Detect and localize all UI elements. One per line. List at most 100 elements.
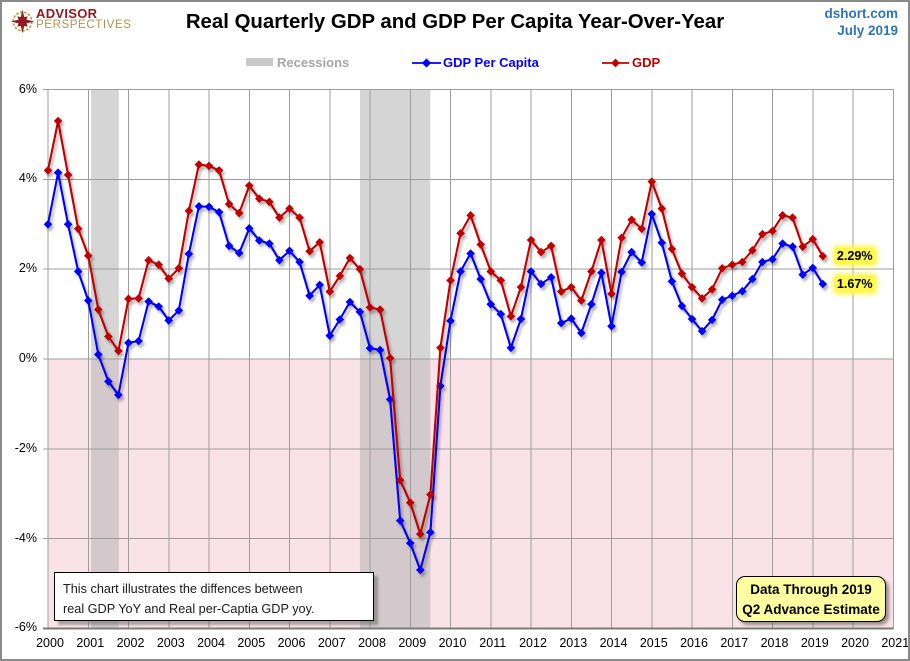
data-point-marker [617,267,626,277]
data-point-marker [717,264,727,273]
x-tick-label: 2006 [277,636,306,650]
data-point-marker [114,346,123,356]
x-tick-label: 2002 [116,636,145,650]
data-point-marker [466,249,475,258]
data-point-marker [697,294,707,303]
data-point-marker [134,336,143,346]
data-point-marker [365,303,375,312]
data-point-marker [748,246,757,255]
data-point-marker [627,215,636,225]
data-point-marker [194,202,204,211]
data-point-marker [335,271,345,281]
data-point-marker [53,116,63,126]
y-tick-label: -2% [14,440,37,455]
data-point-marker [728,291,737,300]
data-point-marker [486,267,496,276]
source-attribution: dshort.com July 2019 [824,5,898,39]
data-point-marker [335,315,345,324]
data-point-marker [607,289,616,299]
data-point-marker [265,197,274,207]
data-point-marker [255,194,264,203]
data-point-marker [265,239,274,248]
data-point-marker [778,239,787,248]
data-point-marker [637,258,646,267]
data-point-marker [717,295,727,304]
data-point-marker [647,177,656,186]
data-point-marker [73,267,83,276]
data-point-marker [305,291,314,300]
data-point-marker [214,207,224,217]
data-point-marker [526,267,536,276]
data-point-marker [255,236,264,245]
y-tick-label: 6% [18,81,37,96]
data-point-marker [587,267,596,276]
x-tick-label: 2005 [237,636,266,650]
data-point-marker [295,257,304,267]
data-point-marker [144,297,153,306]
data-point-marker [355,307,365,317]
plot-series [43,116,828,575]
x-tick-label: 2012 [519,636,547,650]
data-point-marker [687,314,697,324]
x-tick-label: 2018 [760,636,789,650]
data-point-marker [476,274,485,284]
x-tick-label: 2007 [317,636,346,650]
data-point-marker [365,343,375,353]
x-tick-label: 2015 [639,636,668,650]
x-tick-label: 2011 [479,636,507,650]
chart-title: Real Quarterly GDP and GDP Per Capita Ye… [185,11,725,33]
data-point-marker [395,475,405,485]
data-point-marker [788,213,797,222]
data-point-marker [667,277,677,286]
data-point-marker [94,350,103,359]
data-point-marker [275,255,284,265]
data-point-marker [466,211,475,220]
data-point-marker [134,294,143,303]
x-tick-label: 2010 [438,636,467,650]
note-line-2: real GDP YoY and Real per-Captia GDP yoy… [63,602,315,616]
data-point-marker [546,273,556,282]
data-point-marker [53,168,63,177]
data-point-marker [375,345,385,355]
data-point-marker [325,331,335,340]
data-point-marker [728,260,737,269]
data-point-marker [114,390,123,400]
data-point-marker [758,257,767,267]
legend-gdp-label: GDP [632,55,661,70]
note-line-1: This chart illustrates the diffences bet… [63,582,303,596]
data-point-marker [244,181,254,190]
y-tick-label: -4% [14,530,37,545]
data-point-marker [818,251,828,261]
data-point-marker [43,220,53,229]
data-point-marker [124,294,133,304]
data-point-marker [73,224,83,234]
data-point-marker [808,263,817,273]
data-point-marker [184,249,194,259]
plot-gridlines [43,89,894,630]
data-point-marker [577,296,586,305]
data-point-marker [285,246,294,256]
data-point-marker [174,264,184,273]
data-point-marker [416,529,425,539]
data-point-marker [375,305,385,314]
data-point-marker [516,314,526,324]
x-tick-label: 2004 [197,636,225,650]
data-point-marker [174,306,184,315]
source-site: dshort.com [824,6,898,21]
legend-recessions-label: Recessions [277,55,350,70]
data-point-marker [104,377,113,386]
data-point-marker [577,328,586,338]
data-point-marker [426,490,435,499]
data-point-marker [687,282,697,292]
data-point-marker [184,206,194,216]
data-point-marker [506,312,516,321]
per-capita-end-value-label: 1.67% [834,276,875,293]
data-point-marker [536,279,546,289]
data-point-marker [164,316,174,325]
data-point-marker [657,204,667,213]
data-point-marker [154,260,163,269]
data-point-marker [244,224,254,233]
data-point-marker [63,220,73,229]
data-point-marker [295,213,304,222]
